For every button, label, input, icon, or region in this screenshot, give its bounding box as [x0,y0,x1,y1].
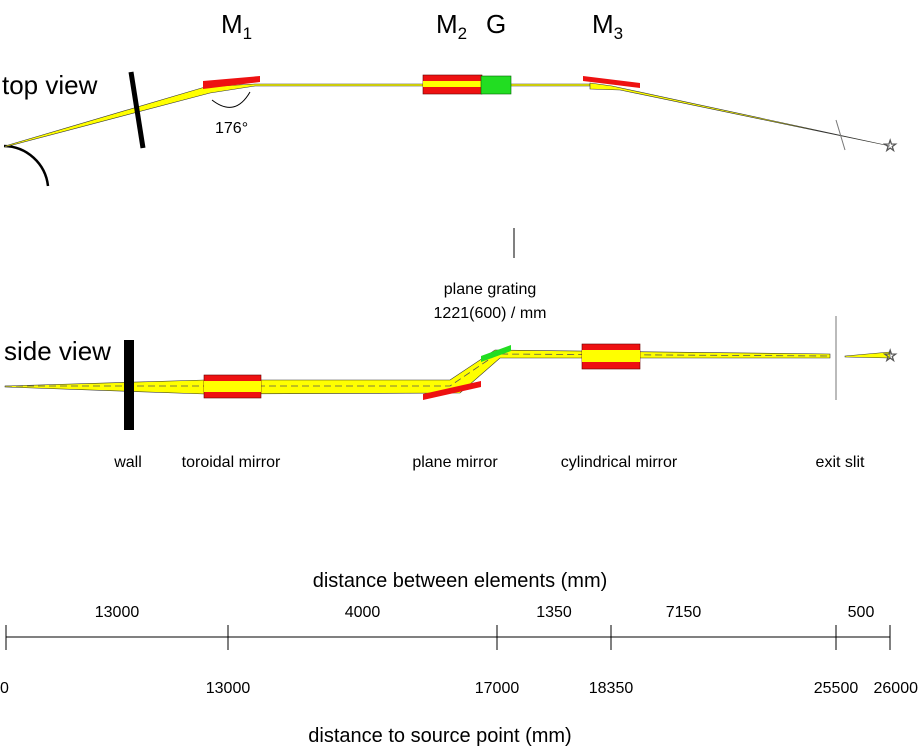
source-ring [3,144,50,187]
position-label: 17000 [475,680,520,697]
m3-label: M3 [592,9,623,43]
side-view: side view ☆ wall toroidal mirror plane mir… [4,316,898,471]
side-wall [124,340,134,430]
segment-label: 13000 [95,604,140,621]
segment-label: 1350 [536,604,572,621]
top-wall [128,71,146,149]
component-label: cylindrical mirror [561,454,678,471]
side-view-label: side view [4,336,111,366]
m2-label: M2 [436,9,467,43]
scale-top-title: distance between elements (mm) [313,570,608,592]
component-label: toroidal mirror [182,454,281,471]
g-label: G [486,9,506,39]
angle-label: 176° [215,120,248,137]
component-label: wall [113,454,142,471]
segment-label: 500 [848,604,875,621]
top-beam-2 [589,82,891,147]
segment-label: 4000 [345,604,381,621]
plane-mirror [423,381,481,400]
scale-bottom-title: distance to source point (mm) [308,725,571,747]
top-view-label: top view [2,70,98,100]
grating-label-2: 1221(600) / mm [434,305,547,322]
segment-label: 7150 [666,604,702,621]
m1-label: M1 [221,9,252,43]
component-label: plane mirror [412,454,498,471]
m2-beam [423,81,482,87]
grating-top [480,75,512,95]
position-label: 0 [0,680,9,697]
side-grating [481,345,511,362]
top-exit-slit [835,119,846,151]
position-label: 25500 [814,680,859,697]
side-beam-exit [844,351,891,359]
angle-arc [211,91,251,108]
grating-label-1: plane grating [444,281,537,298]
m3-mirror [583,76,640,88]
distance-scale: distance between elements (mm) distance … [0,570,918,747]
m1-mirror [203,76,260,89]
focus-star-side-icon: ☆ [883,348,897,365]
top-view: top view ☆ 176° M1 M2 G M3 [2,9,898,187]
toroidal-beam [204,381,261,392]
position-label: 18350 [589,680,634,697]
position-label: 13000 [206,680,251,697]
cylindrical-beam [582,350,640,362]
component-label: exit slit [816,454,865,471]
focus-star-icon: ☆ [883,138,897,155]
position-label: 26000 [874,680,919,697]
